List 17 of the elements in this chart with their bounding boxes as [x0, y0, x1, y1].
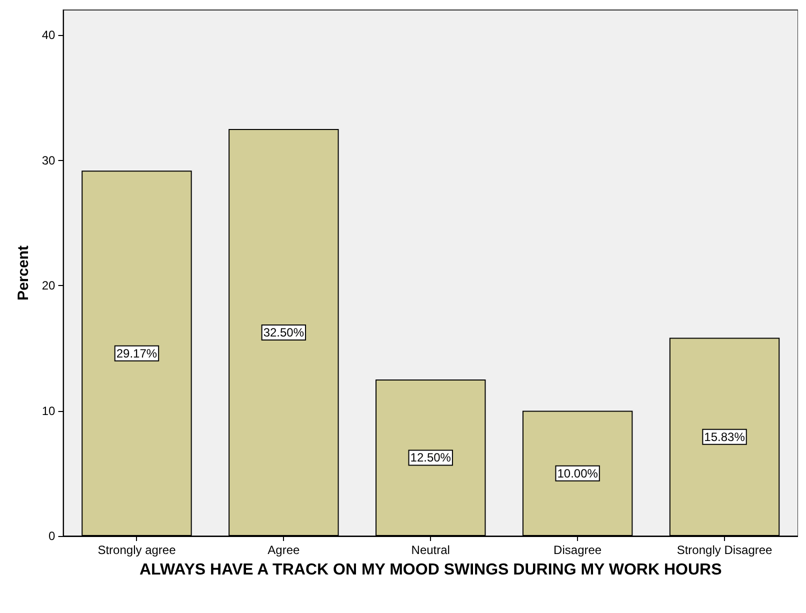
x-tick-label: Agree: [268, 543, 300, 557]
y-tick-label: 20: [42, 278, 56, 293]
data-label: 32.50%: [263, 325, 304, 340]
y-tick-label: 40: [42, 28, 56, 42]
x-tick-label: Strongly Disagree: [676, 543, 773, 557]
y-tick-label: 30: [42, 153, 56, 168]
y-tick-label: 10: [42, 404, 56, 418]
x-tick-label: Disagree: [554, 543, 602, 557]
y-tick-label: 0: [48, 529, 56, 543]
y-axis-title: Percent: [15, 245, 32, 301]
data-label: 12.50%: [410, 450, 452, 465]
data-label: 29.17%: [116, 346, 158, 360]
x-tick-label: Strongly agree: [98, 543, 176, 557]
data-label: 15.83%: [704, 430, 746, 444]
x-tick-label: Neutral: [411, 543, 450, 557]
data-label: 10.00%: [557, 466, 598, 480]
x-axis-title: ALWAYS HAVE A TRACK ON MY MOOD SWINGS DURING MY WORK HOURS: [140, 562, 722, 578]
